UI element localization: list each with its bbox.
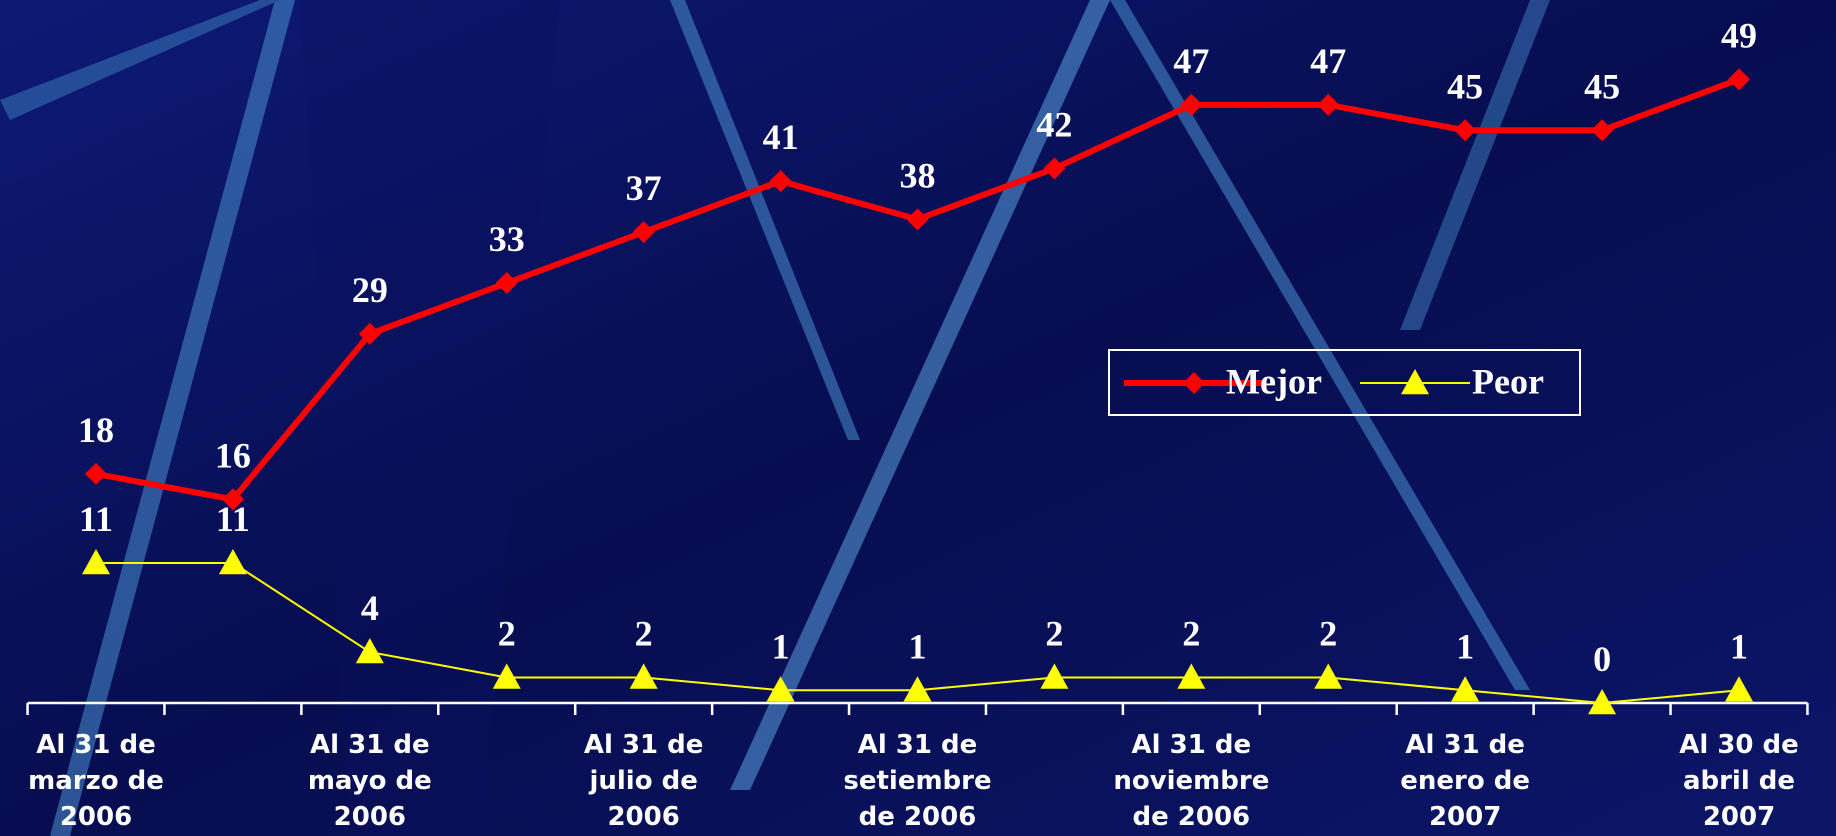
x-tick-label: Al 31 de mayo de 2006	[307, 730, 432, 832]
marker	[1728, 68, 1750, 91]
marker	[82, 549, 110, 575]
marker	[1454, 119, 1477, 142]
data-label: 2	[1319, 614, 1337, 654]
x-tick-label: Al 31 de enero de 2007	[1400, 730, 1531, 832]
data-label: 42	[1036, 104, 1072, 144]
data-label: 0	[1593, 639, 1611, 679]
marker	[492, 663, 521, 689]
marker	[1314, 663, 1343, 689]
marker	[1725, 676, 1753, 702]
marker	[1588, 689, 1617, 715]
marker	[632, 221, 655, 244]
data-label: 16	[215, 435, 251, 475]
x-tick-label: Al 31 de setiembre de 2006	[843, 730, 992, 832]
data-label: 2	[498, 614, 516, 654]
x-tick-label: Al 31 de noviembre de 2006	[1113, 730, 1270, 832]
data-label: 11	[216, 499, 250, 539]
data-label: 45	[1584, 66, 1620, 106]
legend-label: Peor	[1472, 361, 1544, 401]
x-tick-label: Al 30 de abril de 2007	[1679, 730, 1799, 832]
marker	[906, 208, 929, 231]
data-label: 2	[1182, 614, 1200, 654]
data-label: 1	[1730, 626, 1748, 666]
marker	[769, 170, 792, 193]
legend: Mejor Peor	[1124, 361, 1544, 401]
data-label: 47	[1173, 41, 1209, 81]
marker	[358, 322, 381, 345]
marker	[766, 676, 795, 702]
legend-box	[1108, 349, 1581, 416]
x-tick-label: Al 31 de marzo de 2006	[28, 730, 164, 832]
marker	[903, 676, 932, 702]
marker	[1591, 119, 1614, 142]
marker	[355, 638, 384, 664]
data-label: 2	[635, 614, 653, 654]
data-label: 47	[1310, 41, 1346, 81]
marker	[629, 663, 658, 689]
marker	[1177, 663, 1206, 689]
marker	[1451, 676, 1480, 702]
data-label: 49	[1721, 15, 1757, 55]
marker	[218, 549, 247, 575]
data-label: 18	[78, 410, 114, 450]
data-label: 1	[772, 626, 790, 666]
marker	[1043, 157, 1066, 180]
marker	[1040, 663, 1069, 689]
marker	[1317, 93, 1340, 116]
data-label: 41	[763, 117, 799, 157]
marker	[221, 488, 244, 511]
data-label: 45	[1447, 66, 1483, 106]
data-label: 11	[79, 499, 113, 539]
background-stripes	[0, 0, 1550, 836]
marker	[1183, 372, 1205, 394]
marker	[495, 272, 518, 294]
data-label: 38	[900, 155, 936, 195]
data-label: 2	[1045, 614, 1063, 654]
marker	[1401, 369, 1429, 395]
data-label: 29	[352, 270, 388, 310]
data-label: 1	[1456, 626, 1474, 666]
data-label: 4	[361, 588, 379, 628]
data-label: 37	[626, 168, 662, 208]
x-tick-label: Al 31 de julio de 2006	[583, 730, 704, 832]
marker	[85, 462, 107, 485]
marker	[1180, 93, 1203, 116]
data-label: 1	[909, 626, 927, 666]
series: 18 16 29 33 37 41 38 42 47 47 45 45 49	[78, 15, 1757, 511]
legend-label: Mejor	[1226, 361, 1322, 401]
data-label: 33	[489, 219, 525, 259]
